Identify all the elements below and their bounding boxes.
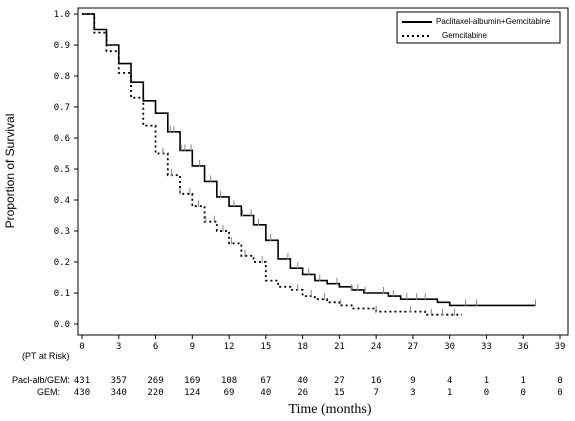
risk-cell: 124	[184, 388, 200, 398]
survival-line-1	[82, 13, 536, 307]
risk-row-label-2: GEM:	[37, 387, 60, 397]
risk-cell: 0	[557, 388, 562, 398]
risk-cell: 4	[447, 376, 452, 386]
x-tick-label: 18	[297, 342, 308, 352]
risk-row-label-1: Pacl-alb/GEM:	[12, 375, 70, 385]
risk-cell: 9	[410, 376, 415, 386]
risk-cell: 340	[111, 388, 127, 398]
y-tick-label: 0.7	[54, 103, 70, 113]
x-tick-label: 21	[334, 342, 345, 352]
y-axis-title: Proportion of Survival	[3, 114, 17, 229]
y-tick-label: 0.3	[54, 227, 70, 237]
x-tick-label: 3	[116, 342, 121, 352]
survival-curves	[82, 13, 536, 316]
risk-table-header: (PT at Risk)	[22, 351, 69, 361]
risk-cell: 269	[147, 376, 163, 386]
y-tick-label: 0.5	[54, 165, 70, 175]
risk-cell: 40	[260, 388, 271, 398]
y-tick-label: 0.6	[54, 134, 70, 144]
risk-cell: 3	[410, 388, 415, 398]
risk-cell: 169	[184, 376, 200, 386]
x-tick-label: 33	[481, 342, 492, 352]
risk-cell: 0	[521, 388, 526, 398]
legend: Paclitaxel-albumin+Gemcitabine Gemcitabi…	[396, 11, 561, 44]
risk-cell: 7	[373, 388, 378, 398]
y-tick-label: 0.2	[54, 258, 70, 268]
risk-cell: 67	[260, 376, 271, 386]
risk-cell: 0	[557, 376, 562, 386]
risk-cell: 40	[297, 376, 308, 386]
x-tick-label: 0	[79, 342, 84, 352]
legend-label-series-2: Gemcitabine	[442, 31, 487, 40]
plot-area	[77, 7, 569, 336]
survival-line-2	[82, 13, 462, 316]
risk-cell: 431	[74, 376, 90, 386]
y-tick-label: 0.4	[54, 196, 70, 206]
risk-cell: 69	[224, 388, 235, 398]
risk-cell: 27	[334, 376, 345, 386]
x-tick-label: 12	[224, 342, 235, 352]
y-tick-label: 0.8	[54, 72, 70, 82]
legend-label-series-1: Paclitaxel-albumin+Gemcitabine	[436, 17, 551, 26]
risk-cell: 220	[147, 388, 163, 398]
x-tick-label: 27	[408, 342, 419, 352]
y-tick-label: 0.1	[54, 289, 70, 299]
x-tick-label: 39	[555, 342, 566, 352]
risk-cell: 15	[334, 388, 345, 398]
risk-cell: 357	[111, 376, 127, 386]
risk-cell: 26	[297, 388, 308, 398]
x-axis-title: Time (months)	[288, 402, 371, 417]
censor-marks	[162, 125, 536, 316]
risk-cell: 1	[484, 376, 489, 386]
risk-cell: 430	[74, 388, 90, 398]
x-tick-label: 15	[260, 342, 271, 352]
x-tick-label: 30	[444, 342, 455, 352]
x-tick-label: 6	[153, 342, 158, 352]
risk-cell: 1	[521, 376, 526, 386]
x-axis: 0 3 6 9 12 15 18 21 24 27 30 33 36 39	[79, 335, 565, 352]
risk-cell: 108	[221, 376, 237, 386]
y-axis: 0.0 0.1 0.2 0.3 0.4 0.5 0.6 0.7 0.8 0.9 1.0	[54, 10, 78, 330]
y-tick-label: 0.0	[54, 320, 70, 330]
risk-cell: 1	[447, 388, 452, 398]
y-tick-label: 0.9	[54, 41, 70, 51]
x-tick-label: 36	[518, 342, 529, 352]
legend-box	[396, 11, 561, 44]
risk-cell: 16	[371, 376, 382, 386]
x-tick-label: 24	[371, 342, 382, 352]
risk-cell: 0	[484, 388, 489, 398]
x-tick-label: 9	[190, 342, 195, 352]
y-tick-label: 1.0	[54, 10, 70, 20]
